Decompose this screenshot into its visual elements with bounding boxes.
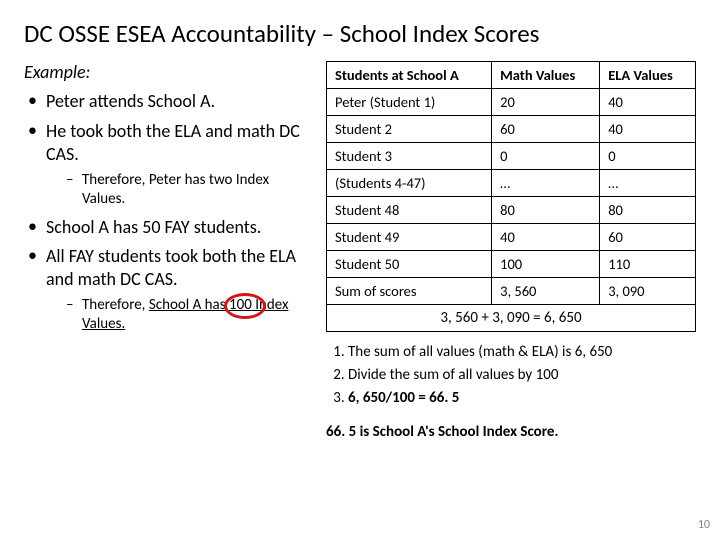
page-number: 10 — [698, 518, 710, 532]
table-cell: Student 48 — [327, 197, 492, 224]
table-cell: 0 — [492, 143, 600, 170]
table-equation-cell: 3, 560 + 3, 090 = 6, 650 — [327, 305, 696, 332]
bullet-text: All FAY students took both the ELA and m… — [46, 245, 296, 290]
table-cell: 0 — [600, 143, 696, 170]
table-row: Peter (Student 1) 20 40 — [327, 89, 696, 116]
steps-list: The sum of all values (math & ELA) is 6,… — [326, 342, 696, 409]
table-cell: … — [492, 170, 600, 197]
slide-title: DC OSSE ESEA Accountability – School Ind… — [24, 18, 696, 49]
sub-list: Therefore, Peter has two Index Values. — [46, 171, 314, 210]
bullet-text: Peter attends School A. — [46, 90, 215, 112]
table-cell: Student 2 — [327, 116, 492, 143]
bullet-item: Peter attends School A. — [24, 90, 314, 113]
table-cell: 20 — [492, 89, 600, 116]
table-cell: 40 — [600, 89, 696, 116]
sub-item: Therefore, Peter has two Index Values. — [66, 171, 314, 210]
table-cell: 80 — [600, 197, 696, 224]
bullet-item: School A has 50 FAY students. — [24, 216, 314, 239]
table-header: ELA Values — [600, 62, 696, 89]
table-cell: Sum of scores — [327, 278, 492, 305]
table-row: Student 50 100 110 — [327, 251, 696, 278]
circled-value: 100 — [229, 296, 252, 314]
table-row: Student 3 0 0 — [327, 143, 696, 170]
table-header: Math Values — [492, 62, 600, 89]
step-item: 6, 650/100 = 66. 5 — [348, 388, 696, 409]
table-cell: 110 — [600, 251, 696, 278]
table-row: Student 49 40 60 — [327, 224, 696, 251]
score-table: Students at School A Math Values ELA Val… — [326, 61, 696, 332]
table-cell: Student 50 — [327, 251, 492, 278]
table-sum-row: Sum of scores 3, 560 3, 090 — [327, 278, 696, 305]
table-row: Student 48 80 80 — [327, 197, 696, 224]
table-cell: 80 — [492, 197, 600, 224]
step-item: The sum of all values (math & ELA) is 6,… — [348, 342, 696, 363]
table-cell: (Students 4-47) — [327, 170, 492, 197]
table-row: (Students 4-47) … … — [327, 170, 696, 197]
table-cell: 60 — [600, 224, 696, 251]
table-cell: 3, 560 — [492, 278, 600, 305]
table-cell: … — [600, 170, 696, 197]
table-cell: 40 — [600, 116, 696, 143]
table-header: Students at School A — [327, 62, 492, 89]
sub-list: Therefore, School A has 100 Index Values… — [46, 296, 314, 335]
step-item: Divide the sum of all values by 100 — [348, 365, 696, 386]
right-column: Students at School A Math Values ELA Val… — [326, 61, 696, 441]
bullet-item: He took both the ELA and math DC CAS. Th… — [24, 120, 314, 210]
bullet-list: Peter attends School A. He took both the… — [24, 90, 314, 334]
table-row: Student 2 60 40 — [327, 116, 696, 143]
bullet-text: School A has 50 FAY students. — [46, 216, 261, 238]
example-label: Example: — [24, 61, 314, 84]
content-area: Example: Peter attends School A. He took… — [24, 61, 696, 441]
table-cell: 3, 090 — [600, 278, 696, 305]
table-cell: Student 49 — [327, 224, 492, 251]
bullet-item: All FAY students took both the ELA and m… — [24, 245, 314, 335]
table-cell: Peter (Student 1) — [327, 89, 492, 116]
bullet-text: He took both the ELA and math DC CAS. — [46, 120, 300, 165]
sub-item: Therefore, School A has 100 Index Values… — [66, 296, 314, 335]
step-bold: 6, 650/100 = 66. 5 — [348, 389, 459, 407]
circled-number: 100 — [229, 296, 252, 316]
final-statement: 66. 5 is School A's School Index Score. — [326, 423, 696, 441]
table-cell: Student 3 — [327, 143, 492, 170]
table-cell: 60 — [492, 116, 600, 143]
table-equation-row: 3, 560 + 3, 090 = 6, 650 — [327, 305, 696, 332]
table-cell: 100 — [492, 251, 600, 278]
sub-text: Therefore, — [82, 296, 149, 314]
sub-text-underline: School A has — [149, 296, 229, 314]
table-cell: 40 — [492, 224, 600, 251]
table-header-row: Students at School A Math Values ELA Val… — [327, 62, 696, 89]
left-column: Example: Peter attends School A. He took… — [24, 61, 314, 441]
